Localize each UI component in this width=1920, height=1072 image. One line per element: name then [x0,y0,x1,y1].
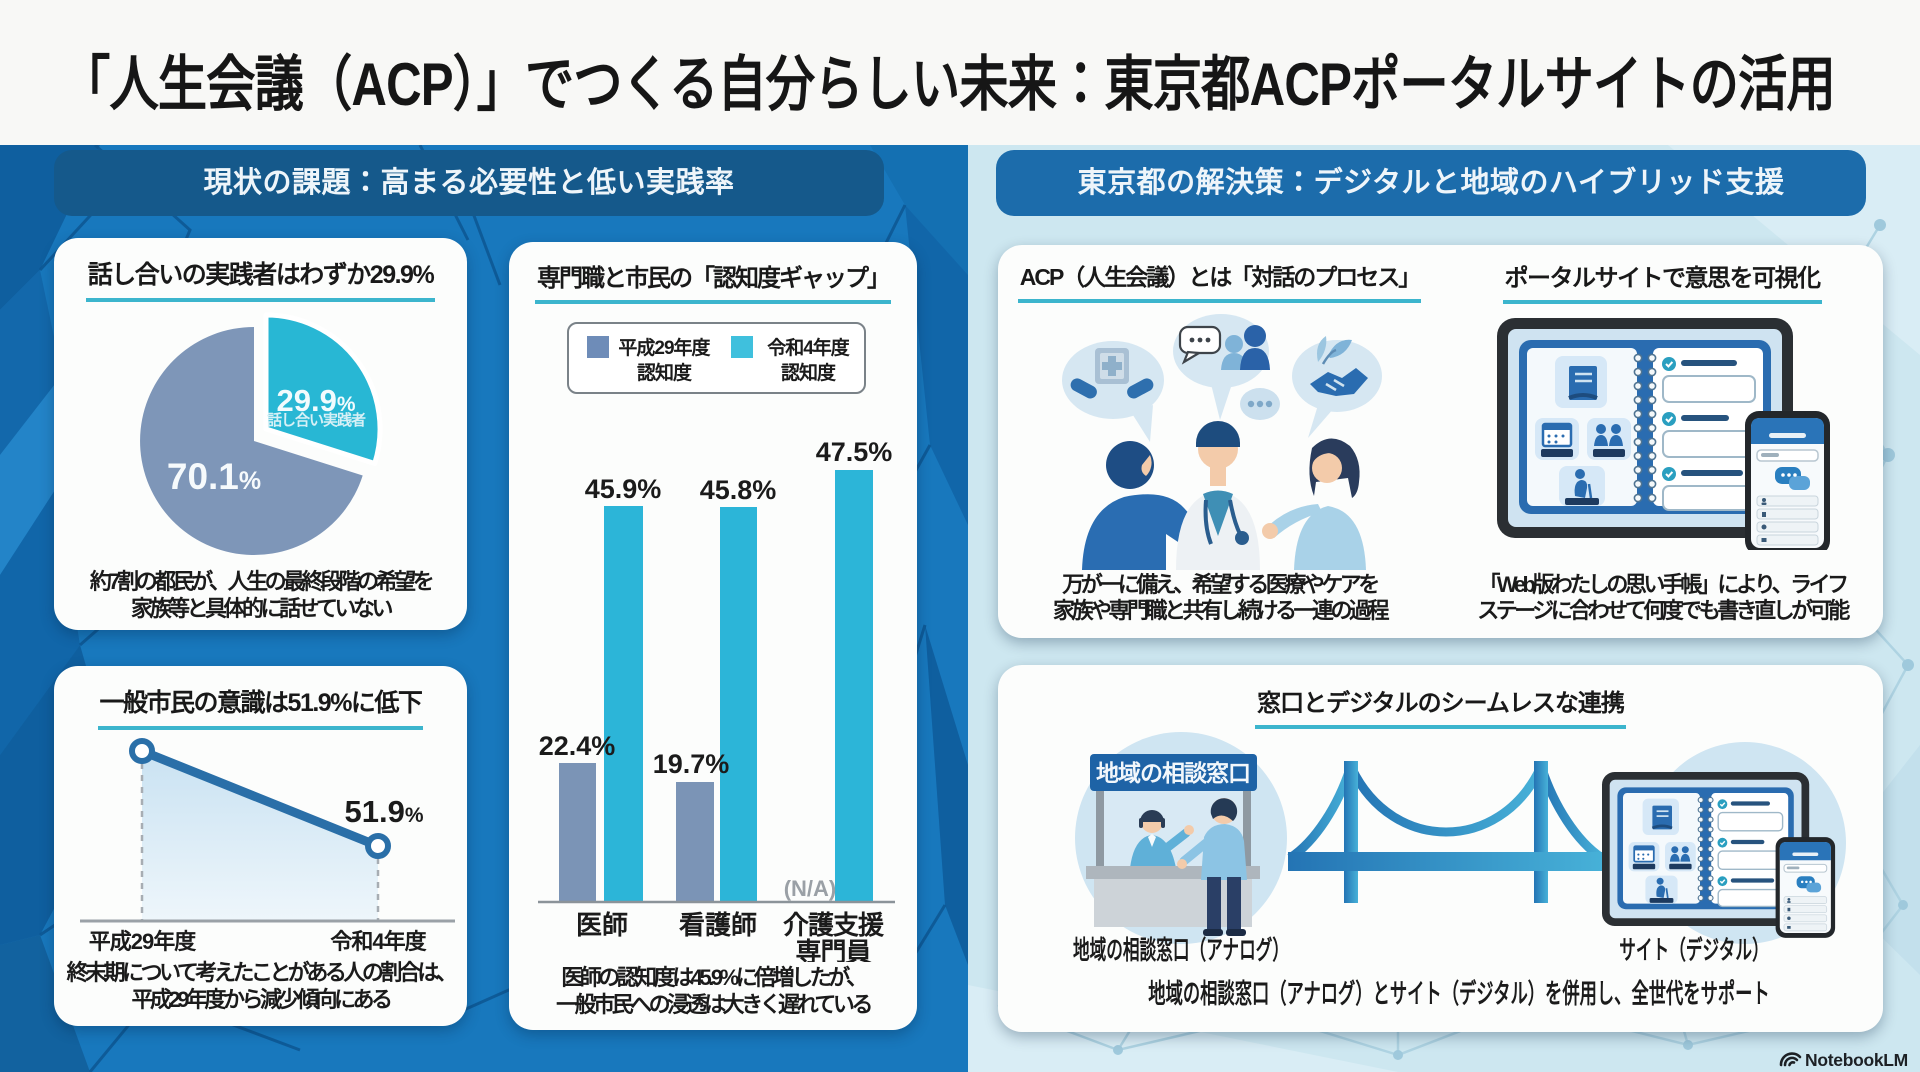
svg-text:(N/A): (N/A) [784,876,837,901]
svg-text:介護支援: 介護支援 [783,910,885,940]
svg-text:51.9%: 51.9% [344,794,423,829]
svg-text:平成29年度: 平成29年度 [618,336,711,359]
svg-text:医師: 医師 [576,910,628,940]
svg-text:話し合い実践者: 話し合い実践者 [267,411,366,429]
svg-text:平成29年度: 平成29年度 [89,929,197,954]
svg-text:NotebookLM: NotebookLM [1805,1050,1908,1070]
svg-text:認知度: 認知度 [781,361,837,384]
svg-text:45.9%: 45.9% [585,474,662,504]
svg-text:看護師: 看護師 [679,910,757,940]
svg-text:19.7%: 19.7% [653,749,730,779]
svg-text:令和4年度: 令和4年度 [330,929,427,954]
svg-text:認知度: 認知度 [637,361,693,384]
svg-text:22.4%: 22.4% [539,731,616,761]
svg-text:令和4年度: 令和4年度 [767,336,851,359]
svg-text:地域の相談窓口: 地域の相談窓口 [1096,760,1250,786]
svg-text:45.8%: 45.8% [700,475,777,505]
svg-text:47.5%: 47.5% [816,437,893,467]
svg-text:専門員: 専門員 [795,937,871,962]
